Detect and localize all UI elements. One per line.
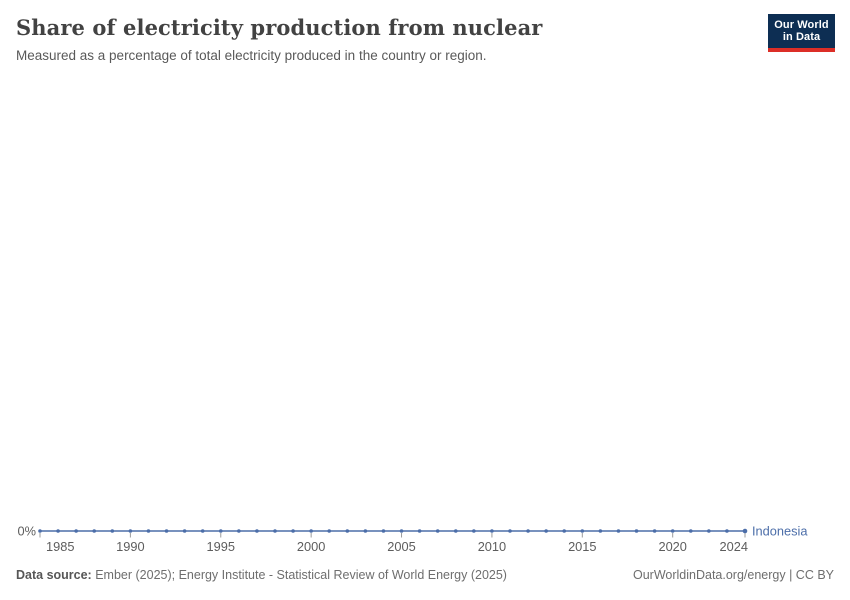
data-point[interactable]: [399, 529, 404, 533]
data-point[interactable]: [146, 529, 151, 533]
data-point[interactable]: [255, 529, 259, 533]
data-point[interactable]: [218, 529, 223, 533]
data-point[interactable]: [616, 529, 621, 533]
data-point-last[interactable]: [742, 528, 748, 534]
x-tick-label: 2000: [297, 539, 325, 554]
data-point[interactable]: [164, 529, 169, 533]
data-point[interactable]: [526, 529, 530, 533]
data-point[interactable]: [562, 529, 567, 533]
data-point[interactable]: [237, 529, 241, 533]
owid-logo-line2: in Data: [782, 31, 821, 43]
chart-title: Share of electricity production from nuc…: [16, 15, 543, 40]
data-point[interactable]: [453, 529, 458, 533]
data-point[interactable]: [182, 529, 187, 533]
data-point[interactable]: [74, 529, 78, 533]
data-point[interactable]: [634, 529, 639, 533]
x-tick-label: 1995: [207, 539, 235, 554]
credit-link[interactable]: OurWorldinData.org/energy | CC BY: [632, 568, 834, 582]
data-point[interactable]: [128, 529, 133, 533]
data-point[interactable]: [472, 529, 476, 533]
owid-logo-box: Our World in Data: [768, 14, 835, 48]
data-point[interactable]: [291, 529, 295, 533]
x-tick-label: 2005: [387, 539, 415, 554]
data-point[interactable]: [273, 529, 277, 533]
owid-logo[interactable]: Our World in Data: [768, 14, 835, 52]
data-point[interactable]: [327, 529, 332, 533]
data-point[interactable]: [670, 529, 675, 533]
data-point[interactable]: [110, 529, 115, 533]
data-point[interactable]: [56, 529, 60, 533]
data-point[interactable]: [490, 529, 494, 533]
chart-subtitle: Measured as a percentage of total electr…: [16, 48, 487, 64]
data-point[interactable]: [508, 529, 512, 533]
y-tick-label: 0%: [18, 524, 37, 539]
x-tick-label: 2015: [568, 539, 596, 554]
data-point[interactable]: [38, 529, 42, 533]
data-source-note: Data source: Ember (2025); Energy Instit…: [16, 568, 507, 583]
chart-footer: Data source: Ember (2025); Energy Instit…: [16, 568, 834, 583]
series-label-indonesia[interactable]: Indonesia: [752, 524, 808, 539]
data-point[interactable]: [309, 529, 313, 533]
owid-logo-line1: Our World: [774, 18, 829, 31]
data-point[interactable]: [435, 529, 440, 533]
data-point[interactable]: [652, 529, 657, 533]
data-point[interactable]: [200, 529, 205, 533]
data-point[interactable]: [92, 529, 97, 533]
x-tick-label: 1985: [46, 539, 74, 554]
data-point[interactable]: [598, 529, 603, 533]
data-point[interactable]: [363, 529, 368, 533]
data-point[interactable]: [688, 529, 693, 533]
data-point[interactable]: [580, 529, 585, 533]
data-source-value: Ember (2025); Energy Institute - Statist…: [91, 568, 507, 582]
data-point[interactable]: [381, 529, 386, 533]
x-tick-label: 2024: [720, 539, 748, 554]
data-point[interactable]: [544, 529, 548, 533]
x-tick-label: 2020: [658, 539, 686, 554]
owid-logo-red-bar: [768, 48, 835, 52]
data-point[interactable]: [345, 529, 350, 533]
data-point[interactable]: [707, 529, 711, 533]
data-point[interactable]: [725, 529, 729, 533]
chart-header: Share of electricity production from nuc…: [16, 14, 750, 65]
data-point[interactable]: [417, 529, 422, 533]
x-tick-label: 1990: [116, 539, 144, 554]
data-source-label: Data source:: [16, 568, 92, 582]
x-tick-label: 2010: [478, 539, 506, 554]
